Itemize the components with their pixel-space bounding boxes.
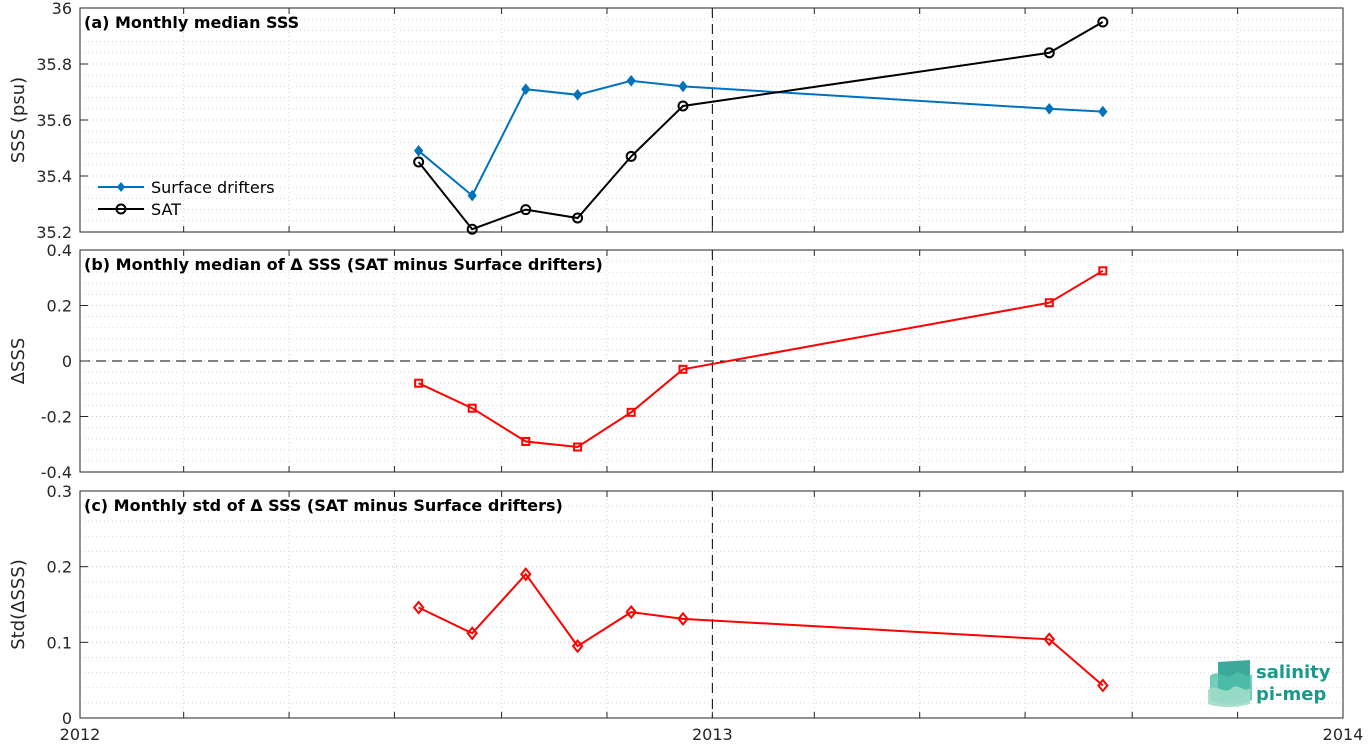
y-tick-label: 36: [52, 0, 72, 18]
plot-area: [80, 491, 1343, 718]
y-tick-label: 35.2: [36, 223, 72, 242]
y-tick-label: 0.1: [47, 633, 72, 652]
y-tick-label: -0.2: [41, 408, 72, 427]
series-line: [418, 572, 1104, 687]
panel-title: (c) Monthly std of Δ SSS (SAT minus Surf…: [84, 496, 563, 515]
data-point: [1097, 16, 1109, 28]
data-point: [466, 626, 478, 641]
legend: Surface drifters SAT: [98, 178, 275, 219]
logo-wave-icon: [1208, 660, 1252, 707]
plot-area: [80, 8, 1343, 232]
panel-monthly-median-delta-sss: -0.4 -0.2 0 0.2 0.4 ΔSSS (b) Monthly median of…: [8, 241, 1344, 482]
salinity-pi-mep-logo: salinity pi-mep: [1208, 660, 1331, 707]
data-point: [625, 604, 637, 620]
y-tick-label: 0: [62, 352, 72, 371]
data-point: [626, 407, 636, 417]
data-point: [467, 189, 477, 202]
logo-line1: salinity: [1256, 662, 1331, 683]
panel-title: (a) Monthly median SSS: [84, 13, 299, 32]
legend-entry: SAT: [151, 200, 181, 219]
y-tick-label: 35.8: [36, 55, 72, 74]
data-point: [521, 83, 531, 96]
legend-entry: Surface drifters: [151, 178, 275, 197]
data-point: [626, 74, 636, 87]
y-tick-label: 0.3: [47, 482, 72, 501]
data-point: [625, 150, 637, 162]
y-axis-label: SSS (psu): [8, 77, 29, 163]
legend-marker: [117, 182, 125, 192]
data-point: [1098, 266, 1108, 276]
shared-x-axis: 2012 2013 2014: [60, 725, 1364, 744]
data-point: [519, 567, 532, 582]
y-tick-label: 0.2: [47, 297, 72, 316]
data-point: [1043, 47, 1055, 59]
data-point: [467, 403, 477, 413]
data-point: [414, 378, 424, 388]
panel-title: (b) Monthly median of Δ SSS (SAT minus S…: [84, 255, 603, 274]
logo-line2: pi-mep: [1256, 684, 1326, 705]
data-point: [571, 639, 584, 654]
data-point: [1044, 102, 1054, 115]
data-point: [677, 100, 689, 112]
data-point: [413, 156, 425, 168]
data-point: [1097, 678, 1109, 693]
series-line: [418, 269, 1104, 449]
panel-monthly-median-sss: 35.2 35.4 35.6 35.8 36 SSS (psu) (a) Monthly m…: [8, 0, 1344, 242]
axes-frame: [79, 490, 1344, 719]
data-point: [678, 364, 688, 374]
data-point: [414, 144, 424, 157]
y-tick-label: 35.4: [36, 167, 72, 186]
data-point: [678, 80, 688, 93]
data-point: [572, 88, 583, 101]
y-axis-label: Std(ΔSSS): [8, 559, 29, 650]
data-point: [573, 442, 583, 452]
data-point: [520, 204, 532, 216]
series-line-sat: [417, 21, 1104, 231]
x-tick-label: 2014: [1323, 725, 1364, 744]
y-tick-label: 0: [62, 709, 72, 728]
data-point: [1098, 105, 1108, 118]
data-point: [572, 212, 584, 224]
y-tick-label: 0.4: [47, 241, 72, 260]
x-tick-label: 2013: [692, 725, 733, 744]
legend-marker: [115, 203, 127, 215]
y-axis-label: ΔSSS: [8, 338, 29, 385]
y-tick-label: 35.6: [36, 111, 72, 130]
y-tick-label: -0.4: [41, 463, 72, 482]
y-tick-label: 0.2: [47, 558, 72, 577]
data-point: [466, 223, 478, 235]
data-point: [1043, 632, 1056, 647]
series-line-surface-drifters: [417, 79, 1103, 198]
data-point: [412, 600, 425, 615]
x-tick-label: 2012: [60, 725, 101, 744]
data-point: [521, 436, 531, 446]
data-point: [677, 611, 689, 626]
data-point: [1044, 298, 1054, 308]
panel-monthly-std-delta-sss: 0 0.1 0.2 0.3 Std(ΔSSS) (c) Monthly std of Δ …: [8, 482, 1344, 728]
